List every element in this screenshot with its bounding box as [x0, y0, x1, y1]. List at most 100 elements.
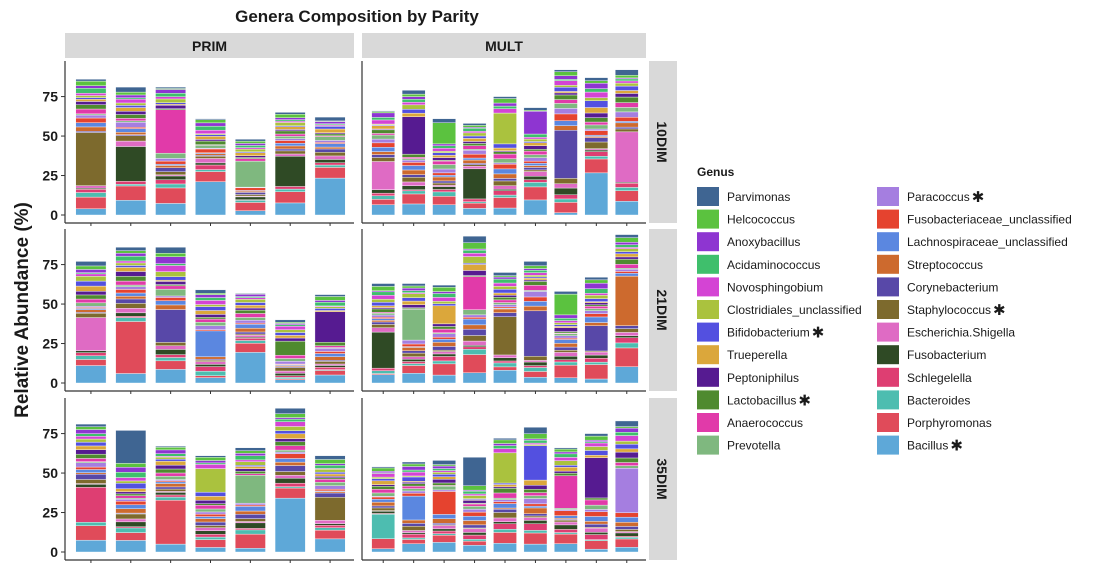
bar-segment — [523, 484, 548, 490]
bar-segment — [523, 186, 548, 201]
bar-segment — [401, 359, 426, 362]
bar-segment — [432, 284, 456, 288]
bar-segment — [314, 167, 346, 179]
bar-segment — [401, 290, 426, 293]
bar-segment — [371, 199, 395, 205]
bar-segment — [371, 496, 395, 500]
bar-segment — [432, 479, 456, 484]
bar-segment — [523, 515, 548, 518]
bar-segment — [584, 128, 609, 131]
bar-segment — [462, 318, 487, 326]
legend-star: ✱ — [812, 324, 825, 342]
strip-bg-mult — [362, 33, 646, 58]
bar-segment — [195, 153, 226, 156]
bar-segment — [235, 466, 266, 469]
bar-segment — [401, 356, 426, 360]
bar-segment — [432, 172, 456, 176]
bar-segment — [115, 284, 147, 287]
bar-segment — [523, 361, 548, 366]
bar-segment — [432, 175, 456, 178]
y-axis-label: Relative Abundance (%) — [12, 202, 33, 418]
bar-mult-35dim-4 — [462, 457, 487, 553]
bar-segment — [314, 136, 346, 141]
bar-segment — [493, 357, 517, 362]
bar-segment — [401, 539, 426, 544]
bar-segment — [523, 167, 548, 171]
bar-segment — [493, 96, 517, 99]
bar-segment — [195, 148, 226, 153]
legend-swatch — [697, 209, 719, 229]
bar-segment — [274, 361, 306, 365]
bar-segment — [462, 524, 487, 529]
bar-segment — [523, 442, 548, 445]
legend-item: Novosphingobium — [697, 277, 823, 297]
bar-segment — [401, 373, 426, 384]
bar-segment — [462, 128, 487, 132]
bar-segment — [523, 532, 548, 545]
bar-segment — [195, 468, 226, 493]
bar-segment — [115, 107, 147, 112]
bar-segment — [432, 204, 456, 216]
bar-segment — [493, 112, 517, 145]
bar-segment — [75, 117, 107, 123]
bar-segment — [371, 501, 395, 507]
bar-segment — [155, 309, 186, 343]
bar-segment — [554, 524, 578, 530]
bar-segment — [584, 100, 609, 108]
bar-segment — [584, 499, 609, 506]
bar-segment — [115, 120, 147, 123]
bar-segment — [314, 529, 346, 540]
bar-segment — [274, 332, 306, 336]
bar-segment — [554, 543, 578, 553]
bar-segment — [235, 160, 266, 188]
bar-segment — [462, 324, 487, 330]
bar-segment — [371, 312, 395, 316]
bar-segment — [75, 126, 107, 132]
bar-segment — [195, 145, 226, 149]
bar-segment — [432, 470, 456, 473]
bar-segment — [274, 375, 306, 378]
bar-mult-35dim-6 — [523, 427, 548, 553]
bar-segment — [155, 152, 186, 159]
bar-segment — [584, 509, 609, 513]
bar-segment — [493, 501, 517, 504]
bar-segment — [274, 418, 306, 422]
bar-segment — [615, 116, 639, 122]
bar-segment — [314, 370, 346, 376]
bar-segment — [493, 312, 517, 317]
bar-segment — [523, 176, 548, 180]
bar-segment — [314, 162, 346, 166]
bar-segment — [584, 442, 609, 447]
bar-segment — [75, 487, 107, 523]
bar-segment — [462, 202, 487, 209]
bar-segment — [401, 365, 426, 374]
bar-segment — [195, 330, 226, 358]
bar-segment — [274, 433, 306, 439]
bar-segment — [371, 467, 395, 472]
legend-label: Fusobacterium — [907, 348, 986, 362]
bar-segment — [274, 126, 306, 130]
bar-segment — [615, 516, 639, 523]
bar-segment — [274, 319, 306, 323]
bar-segment — [75, 453, 107, 459]
legend-title: Genus — [697, 165, 735, 179]
bar-segment — [314, 363, 346, 366]
bar-segment — [314, 538, 346, 553]
bar-segment — [274, 337, 306, 342]
bar-segment — [115, 467, 147, 473]
bar-segment — [274, 340, 306, 356]
y-tick-label: 75 — [42, 89, 58, 105]
y-tick-label: 0 — [50, 375, 58, 391]
bar-segment — [75, 423, 107, 427]
bar-segment — [493, 354, 517, 358]
bar-segment — [235, 317, 266, 321]
bar-mult-35dim-2 — [401, 461, 426, 553]
legend-item: Clostridiales_unclassified — [697, 300, 862, 319]
bar-segment — [493, 486, 517, 489]
y-tick-label: 75 — [42, 257, 58, 273]
bar-segment — [235, 309, 266, 314]
bar-segment — [195, 129, 226, 134]
bar-segment — [523, 169, 548, 172]
bar-segment — [115, 316, 147, 318]
bar-segment — [155, 304, 186, 310]
